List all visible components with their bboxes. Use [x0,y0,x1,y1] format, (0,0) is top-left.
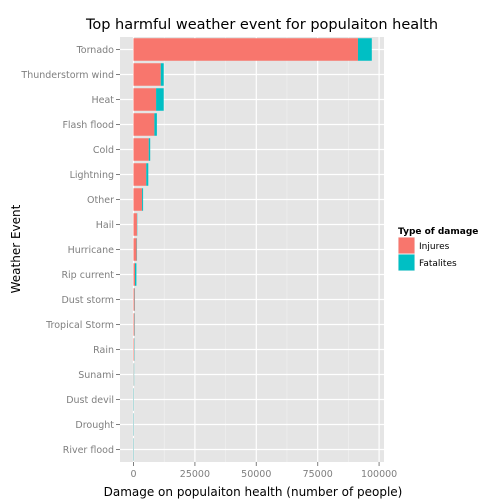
bar-injures-heat [133,88,157,111]
bar-fatalites-thunderstorm-wind [160,63,164,86]
x-tick-label: 25000 [180,469,210,480]
x-tick-label: 50000 [241,469,271,480]
bar-injures-tornado [133,38,358,61]
x-tick-label: 0 [130,469,136,480]
legend-swatch-fatalites [398,254,415,271]
y-tick-label: Tornado [76,45,115,56]
legend-swatch-injures [398,237,415,254]
y-tick-label: Hurricane [68,245,115,256]
x-tick-label: 75000 [303,469,333,480]
bar-injures-rain [133,338,135,361]
y-tick-label: Rain [93,345,114,356]
y-tick-label: Dust storm [61,295,114,306]
y-axis-title: Weather Event [9,204,23,293]
legend: Type of damage Injures Fatalites [398,227,478,271]
bar-fatalites-heat [156,88,164,111]
bar-injures-thunderstorm-wind [133,63,161,86]
bar-injures-hurricane [133,238,137,261]
bar-fatalites-flash-flood [154,113,157,136]
y-tick-label: Lightning [70,170,114,181]
y-tick-label: Thunderstorm wind [20,70,114,81]
y-tick-label: Rip current [61,270,114,281]
bar-fatalites-cold [148,138,151,161]
y-tick-label: River flood [63,445,114,456]
bar-fatalites-rip-current [134,263,137,286]
legend-title: Type of damage [398,227,478,237]
bar-injures-cold [133,138,149,161]
bar-injures-flash-flood [133,113,155,136]
legend-label-fatalites: Fatalites [419,259,457,269]
y-tick-label: Other [87,195,114,206]
bar-injures-rip-current [133,263,135,286]
y-axis-ticks: Tornado Thunderstorm wind Heat Flash flood C… [20,45,120,456]
bar-injures-other [133,188,143,211]
chart-title: Top harmful weather event for populaiton… [85,17,438,33]
legend-label-injures: Injures [419,242,450,252]
bar-injures-lightning [133,163,147,186]
y-tick-label: Flash flood [62,120,114,131]
bar-injures-hail [133,213,137,236]
x-axis-title: Damage on populaiton health (number of p… [104,485,403,499]
bar-fatalites-other [142,188,144,211]
y-tick-label: Heat [91,95,114,106]
bar-injures-tropical-storm [133,313,135,336]
y-tick-label: Sunami [78,370,114,381]
y-tick-label: Hail [96,220,114,231]
x-axis-ticks: 0 25000 50000 75000 100000 [130,462,397,480]
y-tick-label: Cold [93,145,114,156]
bar-fatalites-tornado [357,38,372,61]
y-tick-label: Drought [75,420,114,431]
bar-fatalites-lightning [146,163,149,186]
y-tick-label: Tropical Storm [45,320,114,331]
y-tick-label: Dust devil [66,395,114,406]
x-tick-label: 100000 [361,469,397,480]
bars [133,38,372,461]
bar-injures-dust-storm [133,288,135,311]
